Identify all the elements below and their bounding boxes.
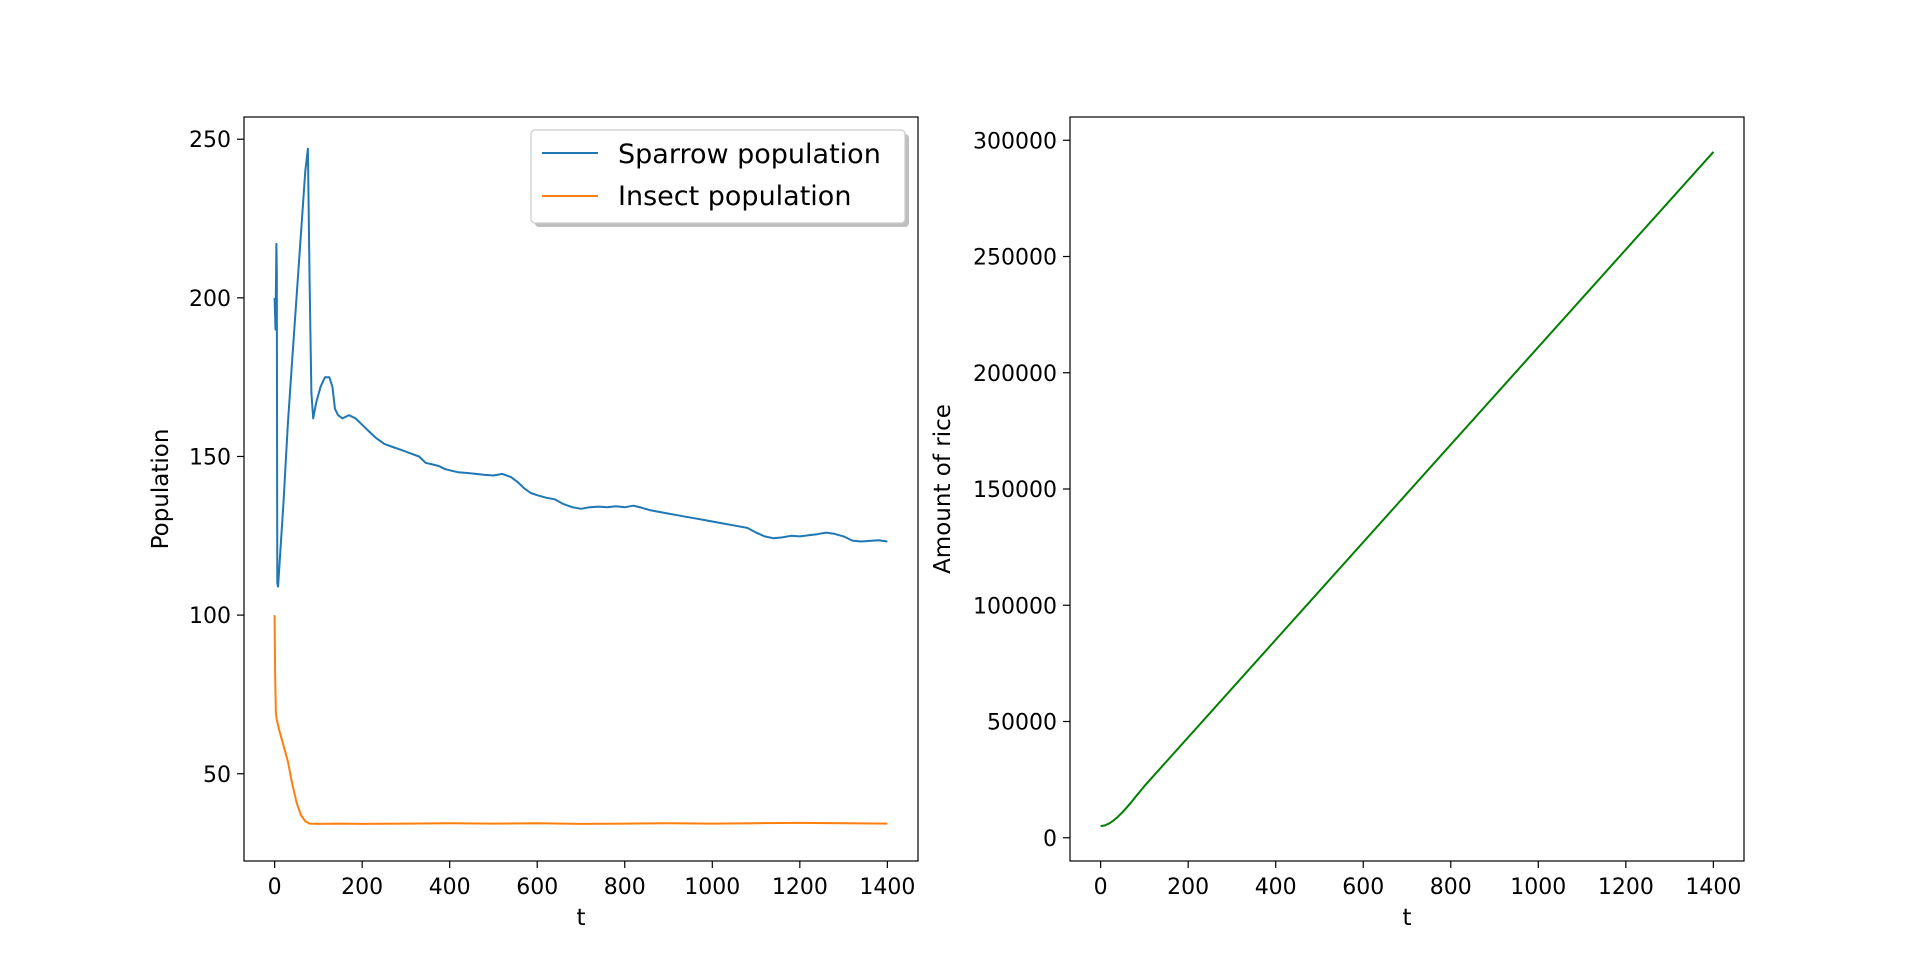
population-x-ticks: 0 200 400 600 800 1000 1200 1400 [268, 861, 915, 900]
rice-axes-frame [1069, 116, 1745, 862]
population-x-tick-label: 1400 [859, 875, 915, 900]
rice-x-axis-label: t [1402, 905, 1411, 931]
population-series-line-0 [273, 147, 888, 588]
population-series-line-1 [273, 615, 888, 825]
legend: Sparrow population Insect population [530, 129, 909, 227]
population-x-tick-label: 0 [268, 875, 282, 900]
legend-label-insect: Insect population [618, 181, 851, 212]
rice-y-axis-label: Amount of rice [930, 404, 956, 574]
rice-series-line-0 [1100, 151, 1715, 828]
chart-population: 0 200 400 600 800 1000 1200 1400 50 100 150 200 250… [148, 116, 919, 931]
rice-x-tick-label: 600 [1342, 875, 1384, 900]
population-x-tick-label: 1200 [772, 875, 828, 900]
rice-y-tick-label: 200000 [973, 362, 1057, 387]
rice-y-tick-label: 300000 [973, 129, 1057, 154]
population-y-axis-label: Population [148, 429, 174, 550]
legend-box [530, 129, 906, 224]
chart-rice: 0 200 400 600 800 1000 1200 1400 0 50000 100000 15… [930, 116, 1745, 931]
rice-y-tick-label: 50000 [987, 711, 1057, 736]
population-x-tick-label: 1000 [684, 875, 740, 900]
population-y-tick-label: 250 [189, 128, 231, 153]
legend-label-sparrow: Sparrow population [618, 139, 881, 170]
rice-x-tick-label: 1400 [1685, 875, 1741, 900]
rice-plot-area [1100, 151, 1715, 828]
rice-x-tick-label: 0 [1094, 875, 1108, 900]
population-y-tick-label: 100 [189, 604, 231, 629]
rice-x-tick-label: 400 [1255, 875, 1297, 900]
population-axes-frame [243, 116, 919, 862]
rice-x-tick-label: 800 [1430, 875, 1472, 900]
population-x-tick-label: 600 [516, 875, 558, 900]
rice-y-tick-label: 0 [1043, 827, 1057, 852]
rice-x-tick-label: 1200 [1598, 875, 1654, 900]
rice-y-ticks: 0 50000 100000 150000 200000 250000 300000 [973, 129, 1070, 852]
population-x-axis-label: t [576, 905, 585, 931]
rice-y-tick-label: 150000 [973, 478, 1057, 503]
rice-x-tick-label: 200 [1167, 875, 1209, 900]
rice-y-tick-label: 250000 [973, 246, 1057, 271]
population-x-tick-label: 800 [604, 875, 646, 900]
population-y-tick-label: 50 [203, 763, 231, 788]
population-y-tick-label: 200 [189, 287, 231, 312]
rice-y-tick-label: 100000 [973, 594, 1057, 619]
rice-x-tick-label: 1000 [1510, 875, 1566, 900]
population-x-tick-label: 400 [429, 875, 471, 900]
population-plot-area [273, 147, 888, 825]
rice-x-ticks: 0 200 400 600 800 1000 1200 1400 [1094, 861, 1741, 900]
population-y-ticks: 50 100 150 200 250 [189, 128, 244, 788]
population-y-tick-label: 150 [189, 445, 231, 470]
population-x-tick-label: 200 [341, 875, 383, 900]
